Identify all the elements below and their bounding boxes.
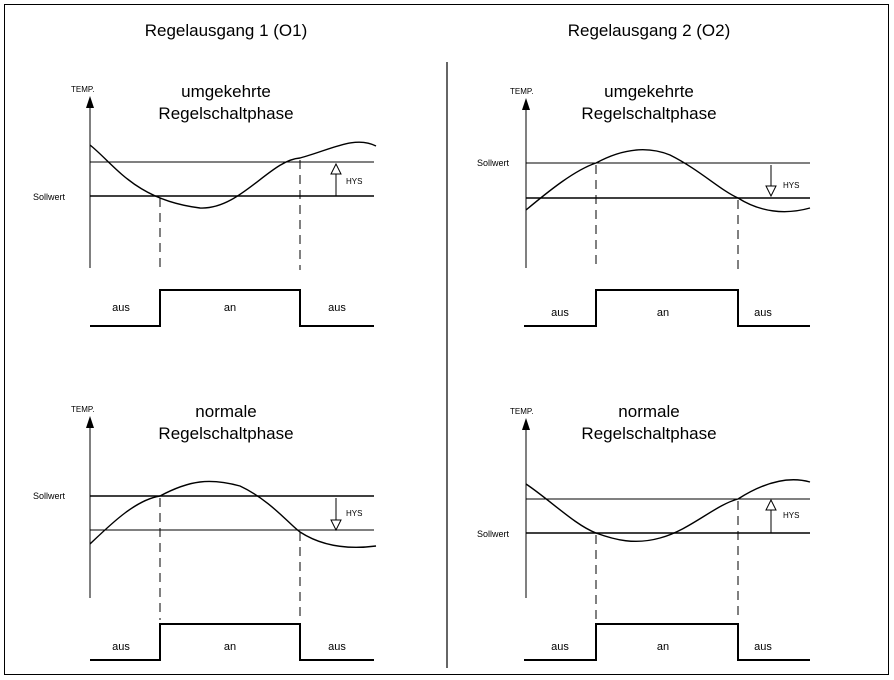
phase-title-line1: normale <box>618 402 679 421</box>
state-middle: an <box>657 307 669 319</box>
setpoint-label: Sollwert <box>477 529 510 539</box>
panel-o1-inverse: TEMP. umgekehrte Regelschaltphase Sollwe… <box>33 82 377 327</box>
temperature-curve <box>89 141 377 209</box>
output-signal <box>90 623 374 661</box>
state-left: aus <box>112 641 130 653</box>
hys-label: HYS <box>783 511 799 520</box>
panel-o1-normal: TEMP. normale Regelschaltphase Sollwert … <box>33 402 377 661</box>
temperature-curve <box>525 149 811 213</box>
state-middle: an <box>657 641 669 653</box>
temp-axis-label: TEMP. <box>71 405 94 414</box>
state-middle: an <box>224 302 236 314</box>
state-middle: an <box>224 641 236 653</box>
temp-axis-label: TEMP. <box>510 87 533 96</box>
state-left: aus <box>112 302 130 314</box>
temp-axis-label: TEMP. <box>510 407 533 416</box>
panel-o2-normal: TEMP. normale Regelschaltphase Sollwert … <box>477 402 811 661</box>
setpoint-label: Sollwert <box>33 192 66 202</box>
state-left: aus <box>551 641 569 653</box>
axis-arrow-icon <box>86 416 94 428</box>
output-signal <box>90 289 374 327</box>
state-right: aus <box>754 641 772 653</box>
hysteresis-arrow-icon <box>765 498 777 511</box>
phase-title-line1: umgekehrte <box>181 82 271 101</box>
state-right: aus <box>754 307 772 319</box>
column-title-o2: Regelausgang 2 (O2) <box>568 21 731 40</box>
hys-label: HYS <box>783 181 799 190</box>
phase-title-line2: Regelschaltphase <box>581 104 716 123</box>
axis-arrow-icon <box>86 96 94 108</box>
panel-o2-inverse: TEMP. umgekehrte Regelschaltphase Sollwe… <box>477 82 811 327</box>
setpoint-label: Sollwert <box>477 158 510 168</box>
temp-axis-label: TEMP. <box>71 85 94 94</box>
phase-title-line1: normale <box>195 402 256 421</box>
phase-title-line1: umgekehrte <box>604 82 694 101</box>
hys-label: HYS <box>346 177 362 186</box>
hys-label: HYS <box>346 509 362 518</box>
axis-arrow-icon <box>522 98 530 110</box>
axis-arrow-icon <box>522 418 530 430</box>
output-signal <box>524 289 810 327</box>
column-title-o1: Regelausgang 1 (O1) <box>145 21 308 40</box>
phase-title-line2: Regelschaltphase <box>158 424 293 443</box>
outer-frame <box>4 4 889 675</box>
state-right: aus <box>328 302 346 314</box>
temperature-curve <box>89 480 377 549</box>
hysteresis-arrow-icon <box>330 519 342 532</box>
setpoint-label: Sollwert <box>33 491 66 501</box>
state-right: aus <box>328 641 346 653</box>
output-signal <box>524 623 810 661</box>
state-left: aus <box>551 307 569 319</box>
temperature-curve <box>525 479 811 543</box>
phase-title-line2: Regelschaltphase <box>581 424 716 443</box>
phase-title-line2: Regelschaltphase <box>158 104 293 123</box>
hysteresis-arrow-icon <box>765 185 777 198</box>
hysteresis-arrow-icon <box>330 162 342 175</box>
